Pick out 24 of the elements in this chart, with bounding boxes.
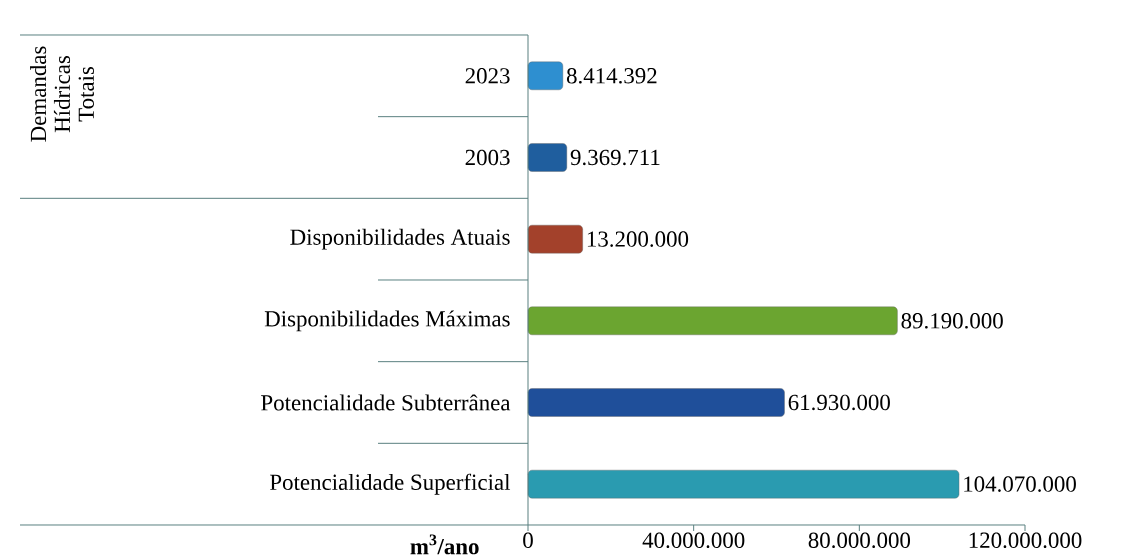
data-label: 104.070.000 <box>964 476 1076 492</box>
data-label: 8.414.392 <box>566 68 657 84</box>
data-label: 61.930.000 <box>788 394 890 411</box>
bar <box>527 388 785 417</box>
bar <box>527 61 564 91</box>
y-tick-label: Potencialidade Superficial <box>270 473 511 495</box>
y-tick-label: 2003 <box>465 149 510 166</box>
x-tick-label: 120.000.000 <box>969 532 1082 549</box>
y-tick-label: 2023 <box>465 68 510 84</box>
data-label: 13.200.000 <box>587 231 689 247</box>
bar <box>527 306 898 336</box>
bar <box>527 143 568 172</box>
x-axis-title: m$^{3}$/ano <box>410 534 479 555</box>
y-tick-label: Disponibilidades Atuais <box>290 228 510 250</box>
x-tick-label: 40.000.000 <box>642 532 745 549</box>
text: Demandas Hídricas Totais <box>30 46 94 142</box>
y-tick-label: Potencialidade Subterrânea <box>261 394 511 411</box>
x-tick-label: 80.000.000 <box>808 532 911 549</box>
y-tick-label: Disponibilidades Máximas <box>264 310 510 332</box>
x-tick-label: 0 <box>523 532 533 548</box>
bar <box>527 224 583 254</box>
bar <box>527 469 960 499</box>
data-label: 9.369.711 <box>570 149 660 166</box>
data-label: 89.190.000 <box>901 313 1003 329</box>
